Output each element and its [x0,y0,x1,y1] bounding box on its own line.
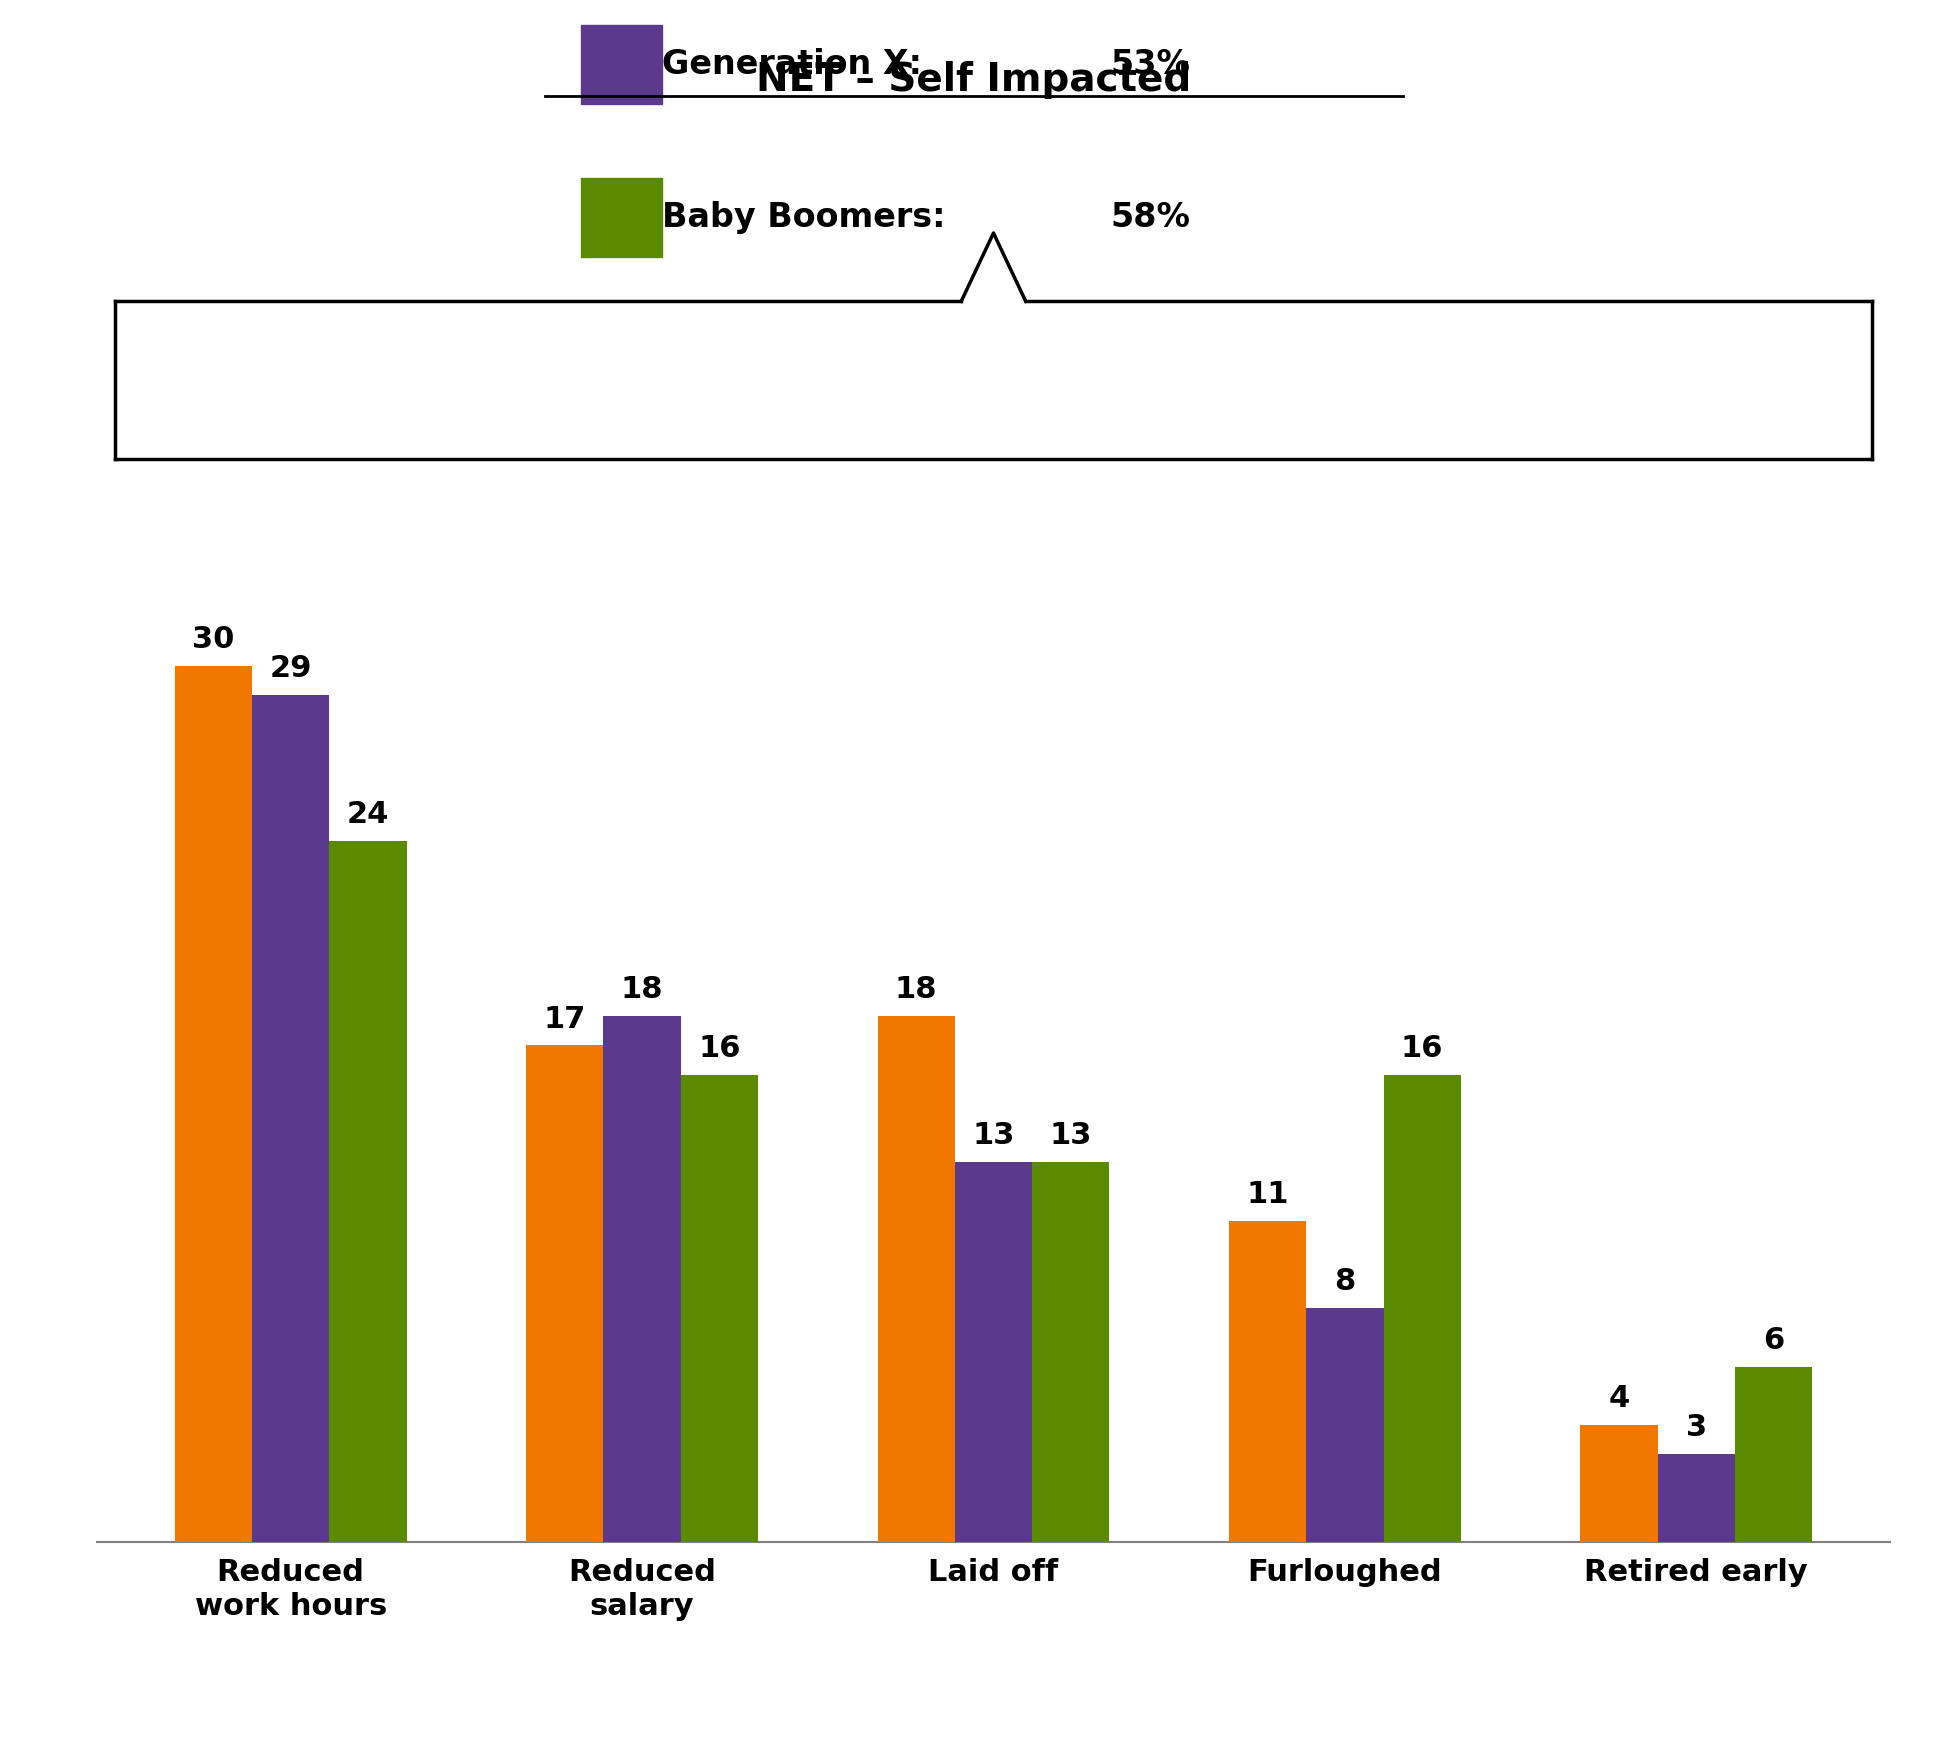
Text: 13: 13 [1050,1121,1093,1151]
Text: 16: 16 [1401,1034,1443,1063]
Text: 29: 29 [269,653,312,683]
FancyBboxPatch shape [581,179,662,258]
Text: 6: 6 [1763,1326,1784,1354]
Text: 58%: 58% [1110,201,1190,233]
Text: 18: 18 [621,976,664,1004]
Bar [1307,1309,1383,1542]
Bar [175,666,251,1542]
Bar [1658,1454,1736,1542]
Text: 11: 11 [1247,1179,1290,1209]
Text: 17: 17 [543,1004,586,1034]
FancyBboxPatch shape [581,26,662,105]
Text: 24: 24 [347,801,390,829]
Text: Generation X:: Generation X: [662,49,921,81]
Text: 30: 30 [193,625,234,653]
Bar [1736,1367,1812,1542]
Text: 18: 18 [894,976,937,1004]
Text: 13: 13 [972,1121,1015,1151]
Bar [877,1016,955,1542]
Text: 53%: 53% [1110,49,1190,81]
Text: Baby Boomers:: Baby Boomers: [662,201,945,233]
Bar [1229,1221,1307,1542]
Bar [604,1016,680,1542]
Bar [1032,1162,1110,1542]
Bar [526,1046,604,1542]
Bar [955,1162,1032,1542]
Bar [680,1074,758,1542]
Text: NET – Self Impacted: NET – Self Impacted [756,61,1192,100]
Bar [329,841,407,1542]
Bar [251,696,329,1542]
Bar [1580,1424,1658,1542]
Text: 16: 16 [697,1034,740,1063]
Text: 8: 8 [1334,1267,1356,1296]
Text: 4: 4 [1609,1384,1630,1414]
Bar [1383,1074,1461,1542]
Text: 3: 3 [1685,1414,1706,1442]
